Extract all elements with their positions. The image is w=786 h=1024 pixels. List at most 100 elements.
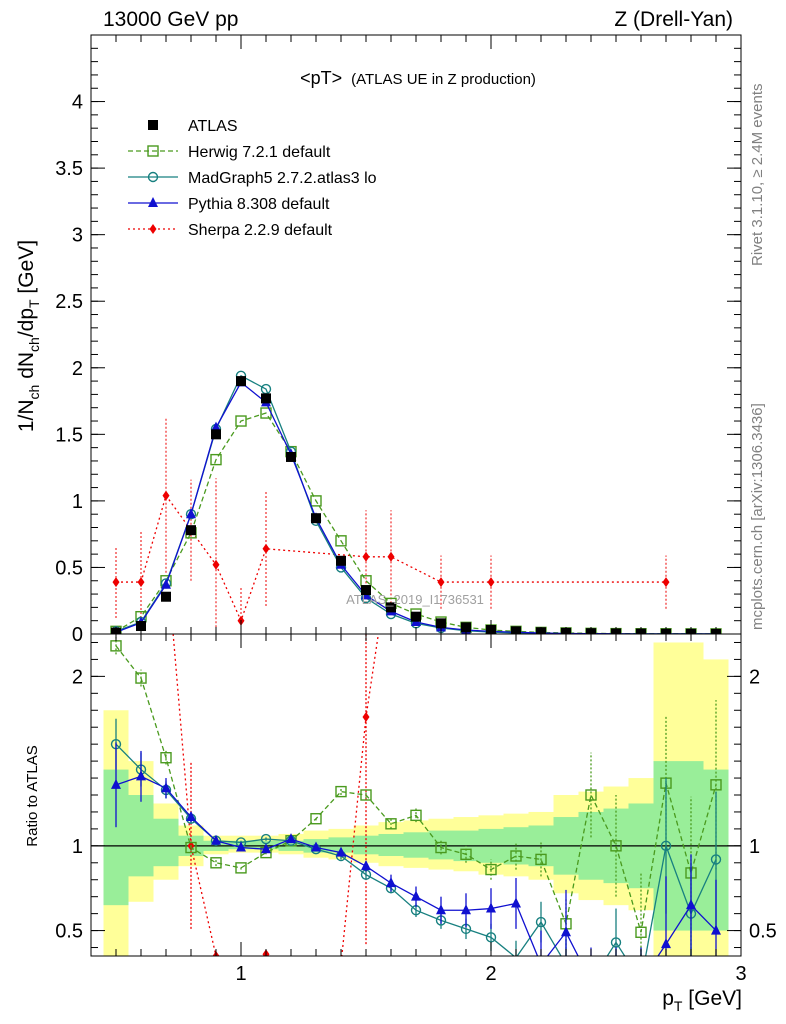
legend-marker xyxy=(149,224,157,234)
data-point xyxy=(335,535,347,547)
legend-marker xyxy=(148,120,158,130)
ylabel-part-e: /dp xyxy=(15,308,38,337)
ylabel-part-g: [GeV] xyxy=(15,240,38,300)
legend-entry-herwig-7-2-1-default: Herwig 7.2.1 default xyxy=(128,144,331,161)
x-tick-label: 3 xyxy=(735,963,746,985)
x-axis-label: pT [GeV] xyxy=(662,987,742,1014)
ratio-point xyxy=(485,932,497,943)
ratio-panel: 0.5 0.5 1 1 2 2 1 2 3 Ratio to ATLAS pT [GeV] xyxy=(24,633,777,1014)
ratio-point xyxy=(236,841,246,852)
ratio-point xyxy=(286,833,296,844)
ratio-point xyxy=(161,782,171,793)
ylabel-part-c: dN xyxy=(15,352,38,385)
data-point xyxy=(310,495,322,507)
main-plot-title: <pT> (ATLAS UE in Z production) xyxy=(300,68,536,88)
ratio-point xyxy=(486,902,496,913)
ratio-point xyxy=(186,811,196,822)
ratio-point xyxy=(460,848,472,861)
main-plot-title-quantity: <pT> xyxy=(300,68,342,88)
ratio-y-tick-label: 1 xyxy=(72,836,83,858)
ratio-point xyxy=(660,840,672,852)
data-point xyxy=(161,578,171,589)
uncertainty-band-inner xyxy=(328,837,354,853)
ratio-point xyxy=(335,785,347,798)
main-y-tick-label: 1 xyxy=(72,491,83,513)
legend-entry-pythia-8-308-default: Pythia 8.308 default xyxy=(128,196,330,213)
legend-marker xyxy=(147,171,159,183)
ylabel-part-a: 1/N xyxy=(15,399,38,432)
ratio-point xyxy=(361,860,371,871)
ratio-point xyxy=(711,924,721,935)
ratio-point xyxy=(710,779,722,791)
data-point xyxy=(262,543,270,554)
data-point xyxy=(261,393,271,404)
ratio-point xyxy=(136,770,146,781)
data-point xyxy=(386,602,396,613)
ratio-point xyxy=(461,904,471,915)
ratio-point xyxy=(561,926,571,937)
x-axis-label-symbol: p xyxy=(662,987,674,1010)
data-point xyxy=(436,618,446,629)
data-point xyxy=(387,551,395,562)
data-point xyxy=(212,559,220,570)
ratio-y-tick-label-right: 1 xyxy=(749,836,760,858)
ratio-point xyxy=(661,938,671,949)
main-y-axis-label: 1/Nch dNch/dpT [GeV] xyxy=(15,240,42,432)
main-y-tick-label: 4 xyxy=(72,92,83,114)
ratio-series-pythia-8-308-default xyxy=(111,742,721,956)
ratio-point xyxy=(211,834,221,845)
main-y-tick-label: 3 xyxy=(72,225,83,247)
mcplots-credit-label: mcplots.cern.ch [arXiv:1306.3436] xyxy=(749,403,766,630)
data-point xyxy=(286,451,296,462)
ratio-y-tick-label-right: 2 xyxy=(749,666,760,688)
ratio-point xyxy=(511,897,521,908)
main-y-tick-label: 3.5 xyxy=(55,158,83,180)
data-point xyxy=(210,453,222,466)
data-point xyxy=(236,376,246,387)
x-tick-label: 1 xyxy=(235,963,246,985)
ratio-point xyxy=(386,877,396,888)
ratio-point xyxy=(360,789,372,801)
main-y-tick-label: 2 xyxy=(72,358,83,380)
data-point xyxy=(186,508,196,519)
series-line xyxy=(116,494,666,623)
ratio-point xyxy=(510,850,522,862)
data-point xyxy=(211,429,221,440)
legend-entry-sherpa-2-2-9-default: Sherpa 2.2.9 default xyxy=(128,222,333,239)
data-point xyxy=(162,490,170,501)
main-y-tick-label: 1.5 xyxy=(55,424,83,446)
ratio-y-tick-label: 0.5 xyxy=(55,921,83,943)
header-final-state-label: Z (Drell-Yan) xyxy=(614,8,733,31)
ratio-point xyxy=(610,937,622,948)
uncertainty-band-inner xyxy=(403,832,429,858)
legend-marker xyxy=(148,197,158,207)
legend-label: ATLAS xyxy=(188,118,238,135)
ratio-point xyxy=(311,841,321,852)
ratio-point xyxy=(635,926,647,938)
x-axis-label-unit: [GeV] xyxy=(682,987,742,1010)
legend-entry-madgraph5-2-7-2-atlas3-lo: MadGraph5 2.7.2.atlas3 lo xyxy=(128,170,377,187)
ratio-point xyxy=(336,846,346,857)
data-point xyxy=(487,577,495,588)
data-point xyxy=(361,585,371,596)
legend-label: MadGraph5 2.7.2.atlas3 lo xyxy=(188,170,377,187)
ratio-y-tick-label: 2 xyxy=(72,666,83,688)
x-tick-label: 2 xyxy=(485,963,496,985)
ratio-y-axis-label: Ratio to ATLAS xyxy=(24,745,41,846)
ratio-point xyxy=(210,857,222,869)
ylabel-part-d: ch xyxy=(26,337,42,352)
data-point xyxy=(112,577,120,588)
legend-label: Herwig 7.2.1 default xyxy=(188,144,331,161)
ratio-point xyxy=(710,854,722,865)
analysis-watermark: ATLAS_2019_I1736531 xyxy=(346,592,484,607)
data-point xyxy=(311,513,321,524)
legend: ATLAS Herwig 7.2.1 default MadGraph5 2.7.2… xyxy=(128,118,377,239)
ylabel-part-f: T xyxy=(26,299,42,308)
ratio-point xyxy=(411,890,421,901)
data-point xyxy=(235,415,247,427)
ratio-series-line xyxy=(115,645,717,933)
data-point xyxy=(161,591,171,602)
uncertainty-band-inner xyxy=(128,795,154,877)
main-panel: 0 0.5 1 1.5 2 2.5 3 3.5 4 ATLAS_2019_I1736531 <p… xyxy=(15,34,742,646)
data-point xyxy=(336,555,346,566)
